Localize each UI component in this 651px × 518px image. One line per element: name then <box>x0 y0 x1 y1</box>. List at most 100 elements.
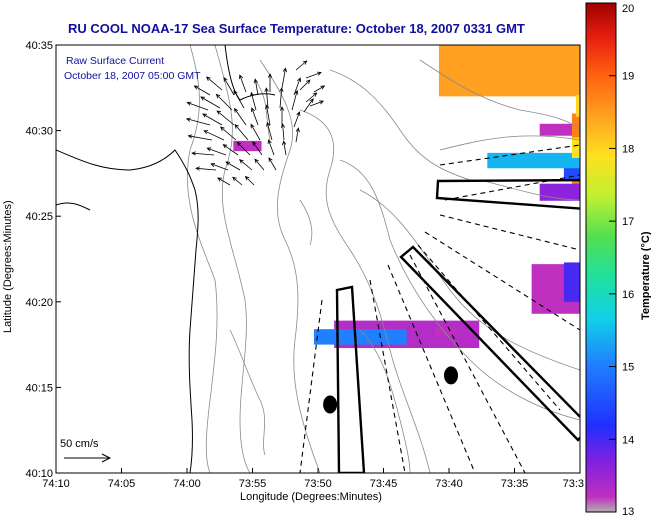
scale-arrow <box>64 453 112 463</box>
current-vector <box>295 127 300 143</box>
bathymetry-contours <box>186 45 580 473</box>
current-vector <box>220 126 237 141</box>
sst-patch <box>313 329 407 345</box>
current-vector <box>238 159 253 171</box>
current-vector <box>223 76 235 96</box>
filled-marker <box>444 366 459 385</box>
x-tick-label: 73:55 <box>239 478 267 490</box>
colorbar-tick-label: 19 <box>622 71 634 83</box>
current-vector <box>279 87 284 109</box>
current-vector <box>206 147 227 156</box>
study-area-boxes <box>335 178 580 473</box>
current-vector <box>185 117 211 126</box>
current-vector <box>244 175 255 186</box>
current-vector <box>187 134 213 141</box>
colorbar-tick-label: 14 <box>622 434 634 446</box>
sst-patch <box>233 140 262 152</box>
current-vector <box>203 130 225 141</box>
current-vector <box>264 87 269 109</box>
inset-line-2: October 18, 2007 05:00 GMT <box>64 70 201 82</box>
y-tick-label: 40:10 <box>25 468 53 480</box>
current-vector <box>267 73 273 92</box>
colorbar-ticks: 20 19 18 17 16 15 14 13 <box>609 2 634 518</box>
current-vector <box>200 96 221 109</box>
y-tick-label: 40:15 <box>25 382 53 394</box>
x-tick-label: 74:05 <box>108 478 136 490</box>
scale-label: 50 cm/s <box>60 438 99 450</box>
y-axis-label: Latitude (Degrees:Minutes) <box>2 200 14 333</box>
current-vector <box>281 67 287 89</box>
colorbar-label: Temperature (°C) <box>640 231 651 320</box>
current-vector <box>280 123 286 141</box>
current-vector <box>252 141 263 156</box>
x-tick-label: 74:00 <box>173 478 201 490</box>
current-vector <box>210 163 229 171</box>
sst-patch <box>575 94 580 117</box>
current-vector <box>309 100 325 107</box>
surface-current-vectors <box>185 60 326 186</box>
current-vector <box>236 141 251 156</box>
colorbar-tick-label: 16 <box>622 289 634 301</box>
current-vector <box>216 110 235 126</box>
current-vector <box>233 89 245 109</box>
current-vector <box>279 106 285 125</box>
current-vector <box>250 91 257 111</box>
plot-area <box>56 45 580 473</box>
x-axis: 74:10 74:05 74:00 73:55 73:50 73:45 73:40 73:35… <box>42 468 584 490</box>
y-axis: 40:35 40:30 40:25 40:20 40:15 40:10 <box>25 40 61 480</box>
current-vector <box>239 74 247 93</box>
sst-patch <box>563 262 580 302</box>
colorbar <box>585 2 617 513</box>
current-vector <box>195 166 217 171</box>
current-vector <box>305 71 322 79</box>
coastline <box>56 45 276 473</box>
radar-radials <box>299 144 580 473</box>
filled-marker <box>323 395 338 414</box>
colorbar-tick-label: 13 <box>622 506 634 518</box>
current-vector <box>234 124 249 141</box>
sst-patch <box>487 152 580 169</box>
current-vector <box>206 76 223 91</box>
current-vector <box>191 151 215 156</box>
y-tick-label: 40:25 <box>25 211 53 223</box>
current-vector <box>313 85 326 93</box>
sst-layer <box>233 45 580 349</box>
sst-patch <box>539 123 580 136</box>
current-vector <box>186 101 209 111</box>
x-tick-label: 73:40 <box>435 478 463 490</box>
current-vector <box>250 123 261 141</box>
colorbar-tick-label: 18 <box>622 143 634 155</box>
colorbar-tick-label: 15 <box>622 362 634 374</box>
sst-patch <box>539 183 580 201</box>
current-vector <box>225 161 241 171</box>
current-vector <box>251 107 259 126</box>
current-vector <box>215 93 233 111</box>
current-vector <box>291 89 299 111</box>
sst-patch <box>434 327 456 337</box>
current-vector <box>202 113 223 126</box>
colorbar-tick-label: 20 <box>622 3 634 15</box>
current-vector <box>305 92 318 103</box>
current-vector <box>232 176 243 186</box>
current-vector <box>293 77 301 96</box>
filled-markers <box>323 366 459 414</box>
sst-patch <box>438 45 580 97</box>
current-vector <box>233 107 247 126</box>
x-tick-label: 73:3 <box>563 478 584 490</box>
sst-patch <box>571 137 580 158</box>
current-vector <box>222 144 239 156</box>
current-vector <box>282 140 287 156</box>
current-vector <box>295 60 308 71</box>
y-tick-label: 40:30 <box>25 126 53 138</box>
x-tick-label: 73:35 <box>501 478 529 490</box>
x-tick-label: 73:45 <box>370 478 398 490</box>
current-vector <box>293 111 301 128</box>
y-tick-label: 40:35 <box>25 40 53 52</box>
chart-title: RU COOL NOAA-17 Sea Surface Temperature:… <box>68 21 525 36</box>
x-axis-label: Longitude (Degrees:Minutes) <box>240 491 382 503</box>
inset-line-1: Raw Surface Current <box>66 55 164 67</box>
current-vector <box>254 158 265 171</box>
colorbar-tick-label: 17 <box>622 216 634 228</box>
current-vector <box>266 121 273 141</box>
